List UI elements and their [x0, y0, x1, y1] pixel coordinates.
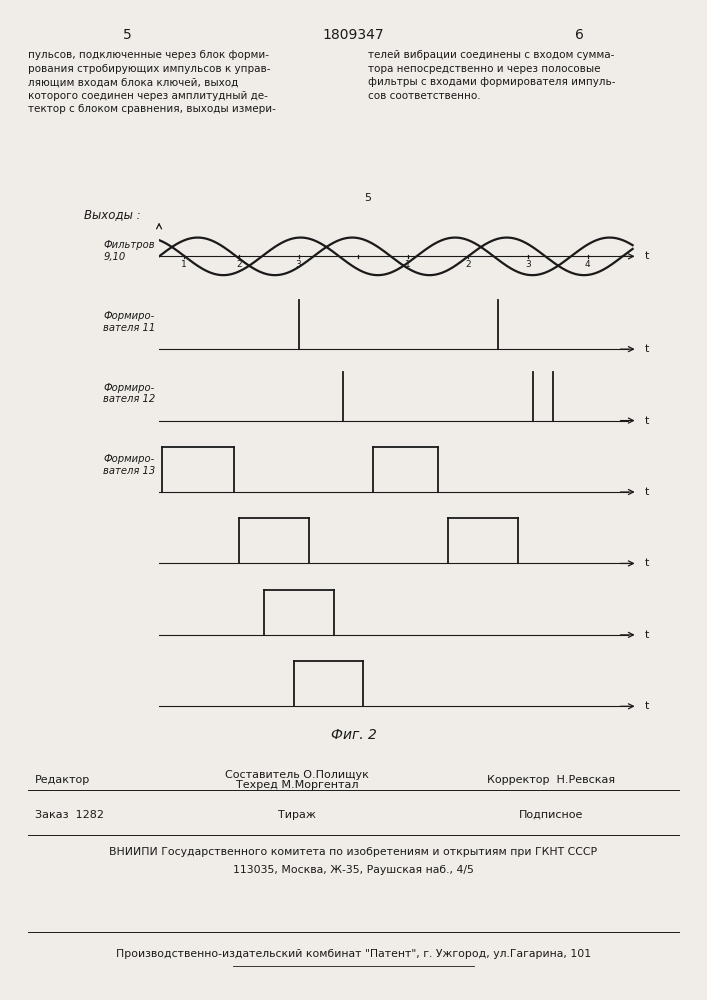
Text: пульсов, подключенные через блок форми-
рования стробирующих импульсов к управ-
: пульсов, подключенные через блок форми- … — [28, 50, 276, 114]
Text: t: t — [645, 416, 650, 426]
Text: Подписное: Подписное — [519, 810, 584, 820]
Text: 4: 4 — [585, 260, 590, 269]
Text: 3: 3 — [525, 260, 531, 269]
Text: Фиг. 2: Фиг. 2 — [331, 728, 376, 742]
Text: 1: 1 — [181, 260, 187, 269]
Text: Заказ  1282: Заказ 1282 — [35, 810, 105, 820]
Text: ВНИИПИ Государственного комитета по изобретениям и открытиям при ГКНТ СССР: ВНИИПИ Государственного комитета по изоб… — [110, 847, 597, 857]
Text: t: t — [645, 251, 650, 261]
Text: Выходы :: Выходы : — [84, 209, 141, 222]
Text: Фильтров
9,10: Фильтров 9,10 — [104, 240, 156, 262]
Text: Тираж: Тираж — [278, 810, 316, 820]
Text: 6: 6 — [575, 28, 584, 42]
Text: t: t — [645, 487, 650, 497]
Text: телей вибрации соединены с входом сумма-
тора непосредственно и через полосовые
: телей вибрации соединены с входом сумма-… — [368, 50, 615, 101]
Text: Составитель О.Полищук: Составитель О.Полищук — [225, 770, 369, 780]
Text: 1: 1 — [405, 260, 411, 269]
Text: Редактор: Редактор — [35, 775, 90, 785]
Text: 2: 2 — [236, 260, 242, 269]
Text: 3: 3 — [296, 260, 301, 269]
Text: 1809347: 1809347 — [322, 28, 385, 42]
Text: 113035, Москва, Ж-35, Раушская наб., 4/5: 113035, Москва, Ж-35, Раушская наб., 4/5 — [233, 865, 474, 875]
Text: Производственно-издательский комбинат "Патент", г. Ужгород, ул.Гагарина, 101: Производственно-издательский комбинат "П… — [116, 949, 591, 959]
Text: 5: 5 — [123, 28, 132, 42]
Text: t: t — [645, 344, 650, 354]
Text: t: t — [645, 701, 650, 711]
Text: Формиро-
вателя 11: Формиро- вателя 11 — [103, 311, 156, 333]
Text: Техред М.Моргентал: Техред М.Моргентал — [235, 780, 358, 790]
Text: Формиро-
вателя 13: Формиро- вателя 13 — [103, 454, 156, 476]
Text: Формиро-
вателя 12: Формиро- вателя 12 — [103, 383, 156, 404]
Text: t: t — [645, 558, 650, 568]
Text: 2: 2 — [465, 260, 471, 269]
Text: Корректор  Н.Ревская: Корректор Н.Ревская — [487, 775, 616, 785]
Text: 5: 5 — [364, 193, 371, 203]
Text: t: t — [645, 630, 650, 640]
